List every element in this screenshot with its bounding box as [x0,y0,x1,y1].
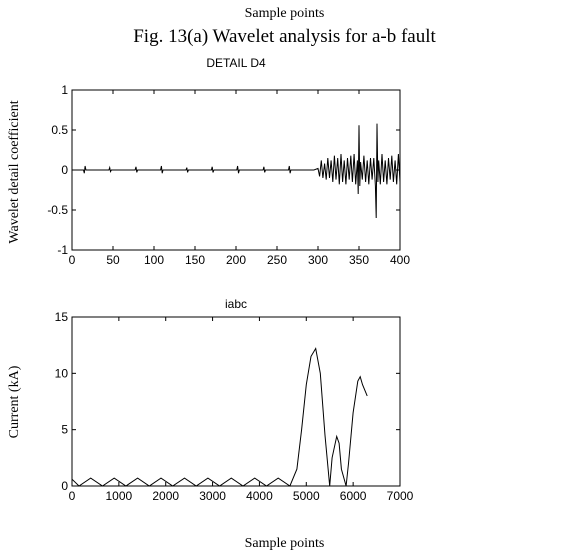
y-axis-label: Current (kA) [7,365,22,438]
y-axis-label: Wavelet detail coefficient [7,100,22,243]
x-tick-label: 7000 [387,489,414,503]
x-tick-label: 350 [349,253,369,267]
y-tick-label: 0 [61,479,68,493]
x-tick-label: 6000 [340,489,367,503]
x-tick-label: 50 [106,253,120,267]
y-tick-label: 10 [55,366,69,380]
x-tick-label: 150 [185,253,205,267]
x-tick-label: 400 [390,253,410,267]
y-tick-label: 0 [61,163,68,177]
x-tick-label: 4000 [246,489,273,503]
figure-title: Fig. 13(a) Wavelet analysis for a-b faul… [133,26,436,47]
x-tick-label: 2000 [152,489,179,503]
chart-title: iabc [225,297,247,311]
chart-iabc: iabc Current (kA) 0 1000 2000 3000 4000 5000 6… [7,297,414,503]
x-tick-label: 300 [308,253,328,267]
chart-detail-d4: DETAIL D4 Wavelet detail coefficient 0 50… [7,56,410,267]
x-tick-label: 0 [69,253,76,267]
x-tick-label: 0 [69,489,76,503]
series-line [72,123,401,219]
bottom-caption: Sample points [244,536,325,551]
tick-group: 0 1000 2000 3000 4000 5000 6000 7000 0 5 10 15 [55,310,414,503]
series-line [71,347,368,487]
top-caption: Sample points [244,6,325,21]
x-tick-label: 250 [267,253,287,267]
y-tick-label: -1 [57,243,68,257]
tick-group: 0 50 100 150 200 250 300 350 400 -1 -0.5 0 0.5 1 [47,83,410,267]
y-tick-label: 0.5 [51,123,68,137]
y-tick-label: -0.5 [47,203,68,217]
x-tick-label: 3000 [199,489,226,503]
plot-frame [71,89,401,251]
y-tick-label: 1 [61,83,68,97]
x-tick-label: 200 [226,253,246,267]
x-tick-label: 100 [144,253,164,267]
chart-title: DETAIL D4 [206,56,266,70]
x-tick-label: 1000 [106,489,133,503]
x-tick-label: 5000 [293,489,320,503]
y-tick-label: 15 [55,310,69,324]
y-tick-label: 5 [61,423,68,437]
plot-frame [71,316,401,487]
